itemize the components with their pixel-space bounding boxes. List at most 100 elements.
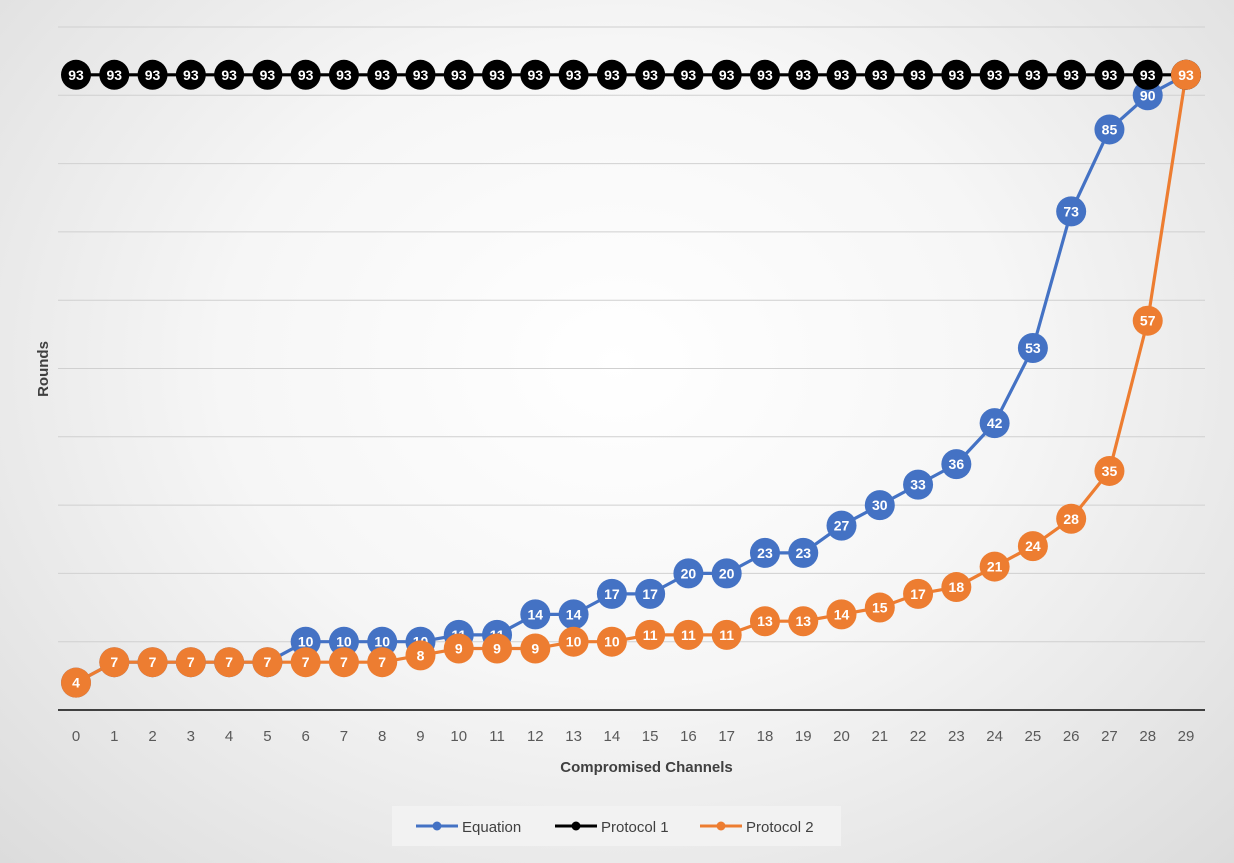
x-tick-label: 27	[1101, 728, 1118, 745]
data-label-protocol-2: 13	[757, 613, 773, 629]
x-tick-label: 0	[72, 728, 80, 745]
data-label-protocol-2: 7	[187, 654, 195, 670]
data-label-protocol-1: 93	[566, 67, 582, 83]
data-label-equation: 30	[872, 497, 888, 513]
data-label-protocol-1: 93	[1063, 67, 1079, 83]
data-label-protocol-1: 93	[489, 67, 505, 83]
data-label-protocol-2: 7	[378, 654, 386, 670]
data-point-protocol-1	[175, 59, 206, 90]
x-tick-label: 5	[263, 728, 271, 745]
data-point-protocol-2	[635, 619, 666, 650]
data-label-protocol-1: 93	[451, 67, 467, 83]
data-point-protocol-2	[214, 647, 245, 678]
data-label-protocol-2: 15	[872, 600, 888, 616]
data-label-equation: 10	[298, 634, 314, 650]
data-point-protocol-2	[864, 592, 895, 623]
data-point-protocol-1	[941, 59, 972, 90]
data-point-protocol-2	[1056, 503, 1087, 534]
data-point-protocol-1	[711, 59, 742, 90]
data-label-protocol-1: 93	[642, 67, 658, 83]
x-tick-label: 18	[757, 728, 774, 745]
series-line-equation	[75, 73, 1187, 685]
data-point-protocol-1	[214, 59, 245, 90]
data-label-protocol-2: 7	[263, 654, 271, 670]
data-label-protocol-2: 17	[910, 586, 926, 602]
data-point-protocol-2	[941, 572, 972, 603]
data-label-protocol-1: 93	[872, 67, 888, 83]
data-point-protocol-1	[61, 59, 91, 90]
data-point-protocol-2	[749, 606, 780, 637]
x-tick-label: 24	[986, 728, 1003, 745]
data-point-protocol-2	[61, 667, 91, 698]
legend-marker	[432, 821, 442, 831]
data-point-protocol-1	[979, 59, 1010, 90]
data-label-protocol-2: 8	[417, 647, 425, 663]
data-point-equation	[1017, 333, 1048, 364]
x-tick-label: 10	[450, 728, 467, 745]
data-label-protocol-1: 93	[1025, 67, 1041, 83]
data-point-equation	[979, 408, 1010, 439]
x-tick-label: 8	[378, 728, 386, 745]
x-tick-label: 25	[1025, 728, 1042, 745]
data-point-equation	[635, 578, 666, 609]
data-point-protocol-1	[1056, 59, 1087, 90]
x-tick-label: 28	[1139, 728, 1156, 745]
data-point-protocol-1	[137, 59, 168, 90]
data-label-protocol-1: 93	[336, 67, 352, 83]
data-label-protocol-1: 93	[413, 67, 429, 83]
data-label-protocol-1: 93	[1140, 67, 1156, 83]
data-label-protocol-1: 93	[528, 67, 544, 83]
data-label-equation: 10	[336, 634, 352, 650]
data-point-equation	[1056, 196, 1087, 227]
data-point-protocol-1	[405, 59, 436, 90]
data-point-equation	[711, 558, 742, 589]
data-point-protocol-1	[788, 59, 819, 90]
data-point-equation	[941, 449, 972, 480]
data-point-protocol-2	[367, 647, 398, 678]
data-point-protocol-1	[290, 59, 321, 90]
x-tick-label: 4	[225, 728, 233, 745]
legend-label: Equation	[462, 819, 521, 836]
x-tick-label: 16	[680, 728, 697, 745]
data-point-protocol-2	[711, 619, 742, 650]
x-tick-label: 23	[948, 728, 965, 745]
data-point-protocol-2	[137, 647, 168, 678]
data-label-protocol-2: 10	[604, 634, 620, 650]
data-label-equation: 90	[1140, 87, 1156, 103]
data-label-equation: 14	[528, 606, 544, 622]
x-tick-label: 26	[1063, 728, 1080, 745]
data-point-protocol-1	[328, 59, 359, 90]
data-label-equation: 14	[566, 606, 582, 622]
data-label-protocol-2: 13	[795, 613, 811, 629]
data-point-protocol-1	[673, 59, 704, 90]
data-label-equation: 73	[1063, 203, 1079, 219]
x-tick-label: 22	[910, 728, 927, 745]
data-label-protocol-2: 9	[531, 641, 539, 657]
data-label-protocol-2: 24	[1025, 538, 1041, 554]
x-axis-title: Compromised Channels	[560, 759, 733, 776]
data-label-protocol-2: 7	[340, 654, 348, 670]
data-label-equation: 23	[757, 545, 773, 561]
data-label-protocol-1: 93	[604, 67, 620, 83]
data-label-protocol-1: 93	[221, 67, 237, 83]
data-label-equation: 17	[604, 586, 620, 602]
x-axis: 0 1 2 3 4 5 6 7 8 9 10 11 12 13 14 15 16 17 18 19 20 21 22 23 24…	[58, 709, 1205, 745]
x-tick-label: 20	[833, 728, 850, 745]
data-point-protocol-2	[175, 647, 206, 678]
data-label-equation: 10	[374, 634, 390, 650]
data-point-protocol-2	[1017, 531, 1048, 562]
data-point-protocol-2	[596, 626, 627, 657]
data-point-protocol-2	[1171, 59, 1201, 90]
data-label-protocol-2: 28	[1063, 511, 1079, 527]
data-label-protocol-1: 93	[719, 67, 735, 83]
data-point-equation	[596, 578, 627, 609]
data-label-protocol-2: 21	[987, 559, 1003, 575]
data-label-protocol-2: 14	[834, 606, 850, 622]
x-tick-label: 9	[416, 728, 424, 745]
data-point-protocol-2	[903, 578, 934, 609]
data-label-protocol-2: 11	[719, 627, 734, 643]
x-tick-label: 3	[187, 728, 195, 745]
x-tick-label: 2	[148, 728, 156, 745]
data-point-equation	[1094, 114, 1125, 145]
